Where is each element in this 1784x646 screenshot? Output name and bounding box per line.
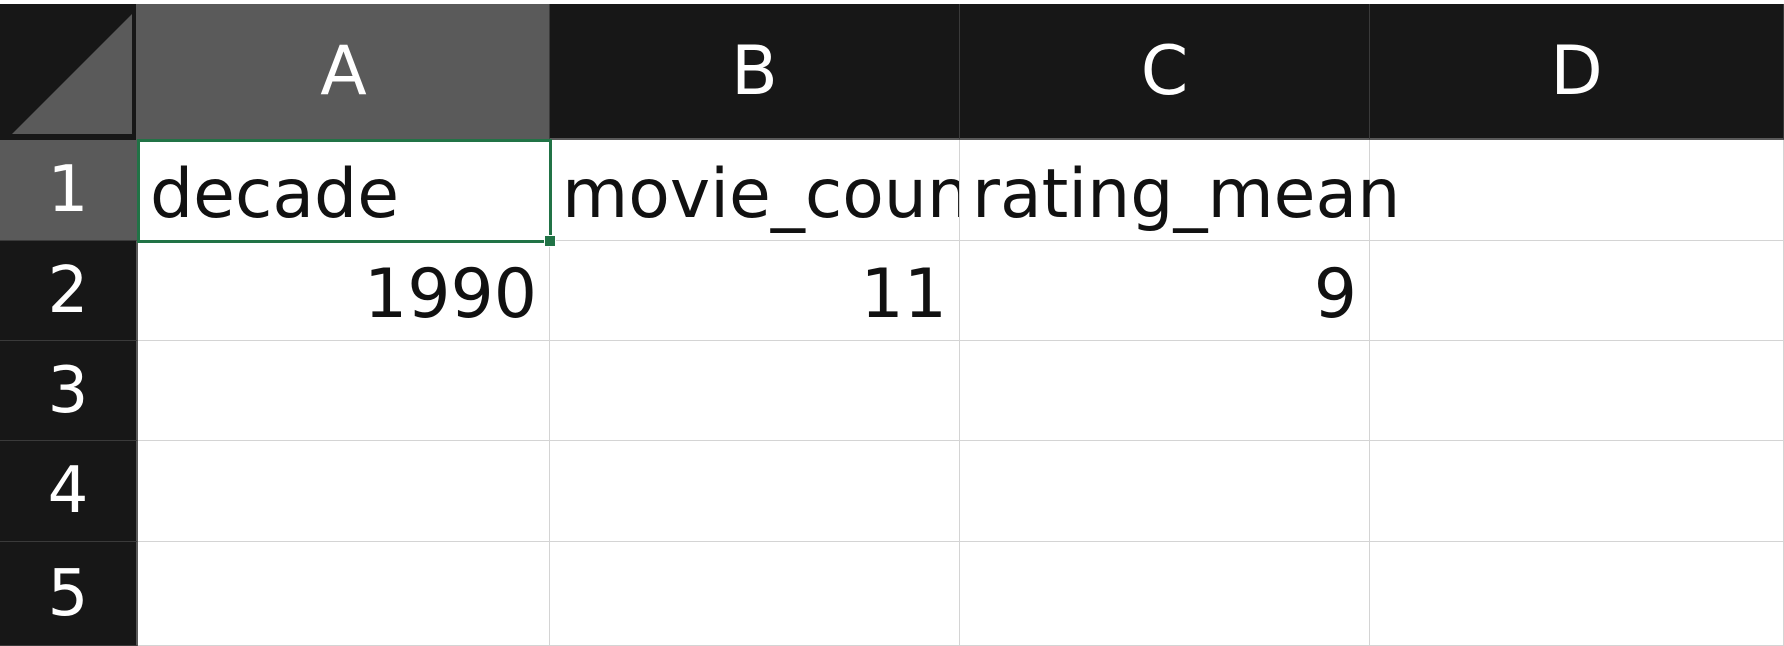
row-header-label: 5 bbox=[47, 556, 89, 631]
row-header-label: 4 bbox=[47, 454, 89, 528]
column-header-label: C bbox=[1140, 31, 1189, 111]
cell-d2[interactable] bbox=[1370, 241, 1784, 341]
select-all-triangle-icon bbox=[12, 14, 132, 134]
cell-a2[interactable]: 1990 bbox=[138, 241, 550, 341]
column-header-c[interactable]: C bbox=[960, 4, 1370, 140]
select-all-button[interactable] bbox=[0, 4, 138, 140]
cell-c1[interactable]: rating_mean bbox=[960, 140, 1400, 241]
row-header-3[interactable]: 3 bbox=[0, 341, 138, 441]
column-header-label: D bbox=[1550, 31, 1603, 111]
cell-b4[interactable] bbox=[550, 441, 960, 542]
row-header-label: 1 bbox=[47, 153, 89, 227]
cell-c5[interactable] bbox=[960, 542, 1370, 646]
cell-c4[interactable] bbox=[960, 441, 1370, 542]
column-header-d[interactable]: D bbox=[1370, 4, 1784, 140]
row-header-2[interactable]: 2 bbox=[0, 241, 138, 341]
cell-b1[interactable]: movie_count bbox=[550, 140, 960, 241]
cell-a1[interactable]: decade bbox=[138, 140, 550, 241]
row-header-1[interactable]: 1 bbox=[0, 140, 138, 241]
fill-handle[interactable] bbox=[544, 235, 556, 247]
row-header-label: 2 bbox=[47, 253, 89, 328]
column-header-label: B bbox=[731, 31, 778, 111]
column-header-a[interactable]: A bbox=[138, 4, 550, 140]
cell-d1[interactable] bbox=[1370, 140, 1784, 241]
row-header-4[interactable]: 4 bbox=[0, 441, 138, 542]
cell-b5[interactable] bbox=[550, 542, 960, 646]
cell-c2[interactable]: 9 bbox=[960, 241, 1370, 341]
cell-b3[interactable] bbox=[550, 341, 960, 441]
row-header-label: 3 bbox=[47, 353, 89, 428]
cell-b2[interactable]: 11 bbox=[550, 241, 960, 341]
column-header-label: A bbox=[320, 31, 367, 111]
cell-d5[interactable] bbox=[1370, 542, 1784, 646]
row-header-5[interactable]: 5 bbox=[0, 542, 138, 646]
cell-c3[interactable] bbox=[960, 341, 1370, 441]
cell-a5[interactable] bbox=[138, 542, 550, 646]
cell-a3[interactable] bbox=[138, 341, 550, 441]
cell-d4[interactable] bbox=[1370, 441, 1784, 542]
cell-a4[interactable] bbox=[138, 441, 550, 542]
cell-d3[interactable] bbox=[1370, 341, 1784, 441]
column-header-b[interactable]: B bbox=[550, 4, 960, 140]
